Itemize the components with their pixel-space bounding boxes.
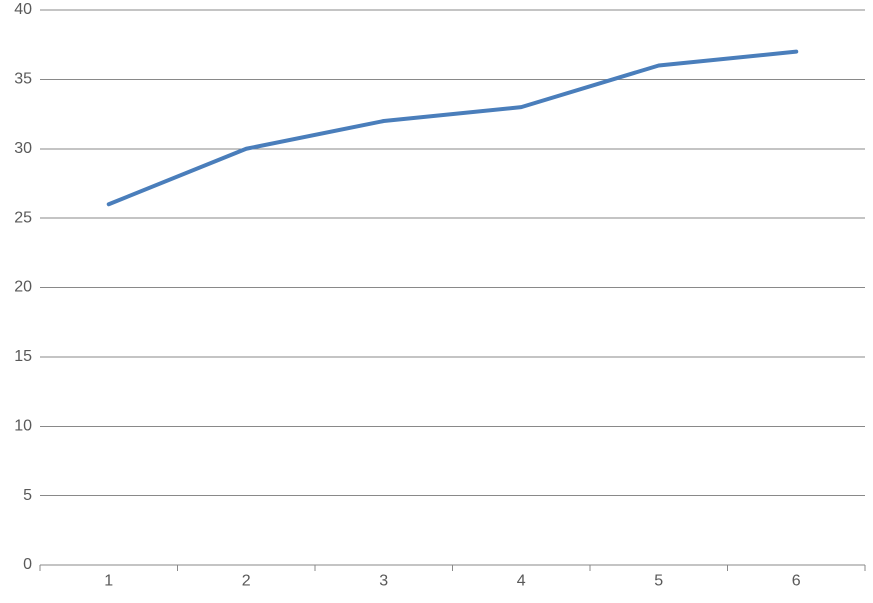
line-chart: 0 5 10 15 20 25 30 35 40 1 2 3 4 5 6 [0, 0, 873, 603]
y-tick-label: 25 [14, 209, 32, 226]
y-tick-label: 40 [14, 1, 32, 18]
y-tick-label: 20 [14, 279, 32, 296]
y-tick-label: 15 [14, 348, 32, 365]
x-tick-label: 6 [792, 572, 801, 589]
chart-svg: 0 5 10 15 20 25 30 35 40 1 2 3 4 5 6 [0, 0, 873, 603]
y-tick-label: 10 [14, 417, 32, 434]
x-tick-label: 1 [104, 572, 113, 589]
series-line [109, 52, 797, 205]
x-tick-label: 2 [242, 572, 251, 589]
x-tick-label: 4 [517, 572, 526, 589]
x-tick-label: 3 [379, 572, 388, 589]
x-tick-label: 5 [654, 572, 663, 589]
y-tick-label: 0 [23, 556, 32, 573]
y-tick-label: 5 [23, 487, 32, 504]
y-tick-label: 35 [14, 71, 32, 88]
y-tick-label: 30 [14, 140, 32, 157]
